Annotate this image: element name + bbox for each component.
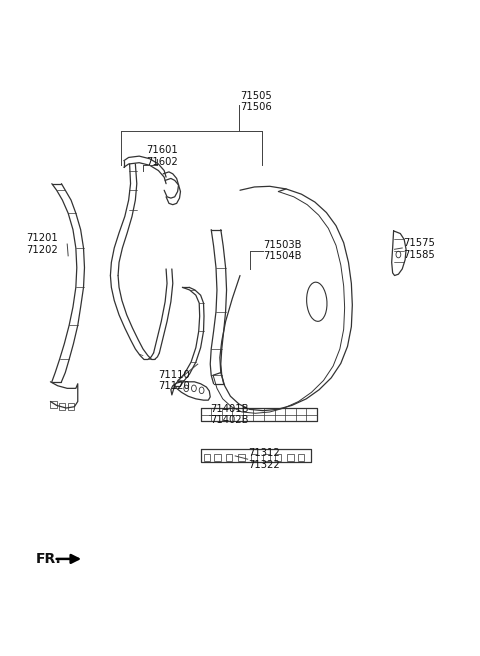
Text: 71201
71202: 71201 71202: [26, 234, 58, 255]
Text: FR.: FR.: [36, 552, 62, 566]
Text: 71503B
71504B: 71503B 71504B: [263, 240, 301, 261]
Bar: [50, 401, 57, 408]
Text: 71110
71120: 71110 71120: [158, 370, 190, 391]
Bar: [298, 454, 304, 461]
Text: 71312
71322: 71312 71322: [249, 449, 280, 470]
Text: 71575
71585: 71575 71585: [403, 239, 435, 260]
Text: 71401B
71402B: 71401B 71402B: [210, 404, 249, 425]
Bar: [263, 454, 270, 461]
Text: 71601
71602: 71601 71602: [146, 146, 178, 167]
Bar: [59, 403, 65, 410]
Bar: [68, 403, 74, 410]
Bar: [251, 454, 257, 461]
Text: 71505
71506: 71505 71506: [240, 91, 272, 112]
Bar: [275, 454, 281, 461]
Bar: [204, 454, 210, 461]
Bar: [287, 454, 294, 461]
Bar: [214, 454, 221, 461]
Bar: [226, 454, 232, 461]
Bar: [238, 454, 245, 461]
